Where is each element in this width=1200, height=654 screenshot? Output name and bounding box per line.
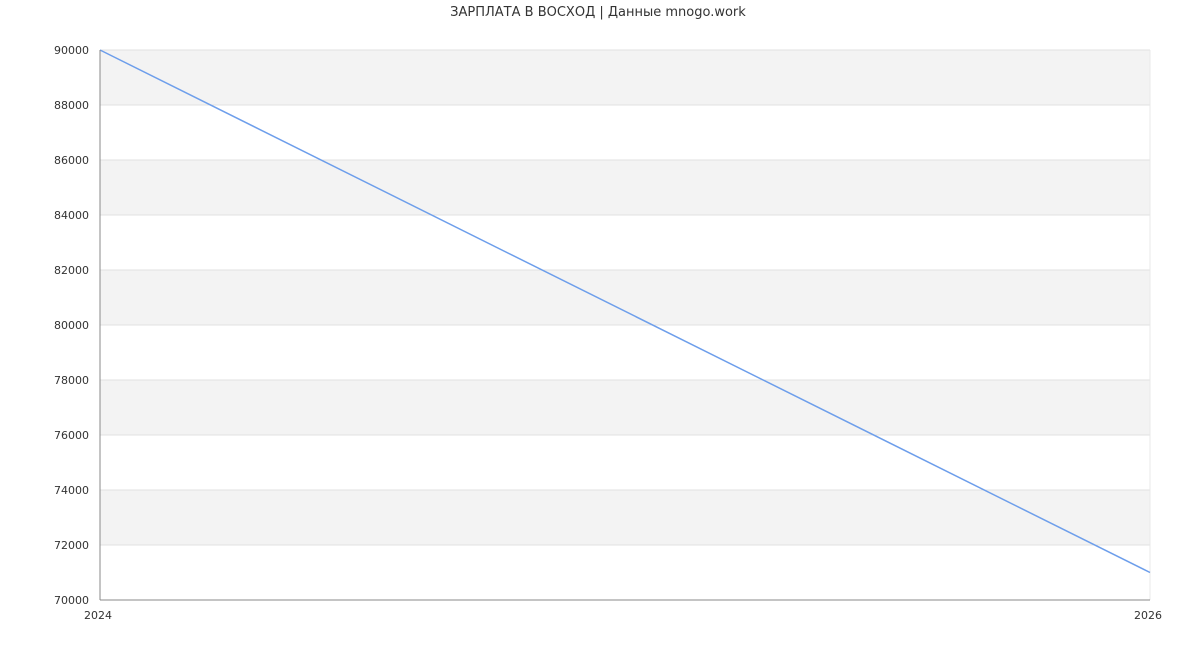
series-line (99, 49, 1151, 574)
grid-band (100, 50, 1150, 105)
y-tick-label: 84000 (54, 209, 89, 222)
grid-band (100, 160, 1150, 215)
x-tick-label: 2026 (1134, 609, 1162, 622)
y-tick-label: 88000 (54, 99, 89, 112)
grid-band (100, 490, 1150, 545)
grid-band (100, 380, 1150, 435)
y-tick-label: 80000 (54, 319, 89, 332)
y-tick-label: 86000 (54, 154, 89, 167)
y-tick-label: 72000 (54, 539, 89, 552)
x-tick-label: 2024 (84, 609, 112, 622)
y-tick-label: 78000 (54, 374, 89, 387)
y-tick-label: 70000 (54, 594, 89, 607)
y-tick-label: 76000 (54, 429, 89, 442)
grid-band (100, 270, 1150, 325)
chart-title: ЗАРПЛАТА В ВОСХОД | Данные mnogo.work (450, 5, 746, 20)
y-tick-label: 82000 (54, 264, 89, 277)
y-tick-label: 90000 (54, 44, 89, 57)
y-tick-label: 74000 (54, 484, 89, 497)
